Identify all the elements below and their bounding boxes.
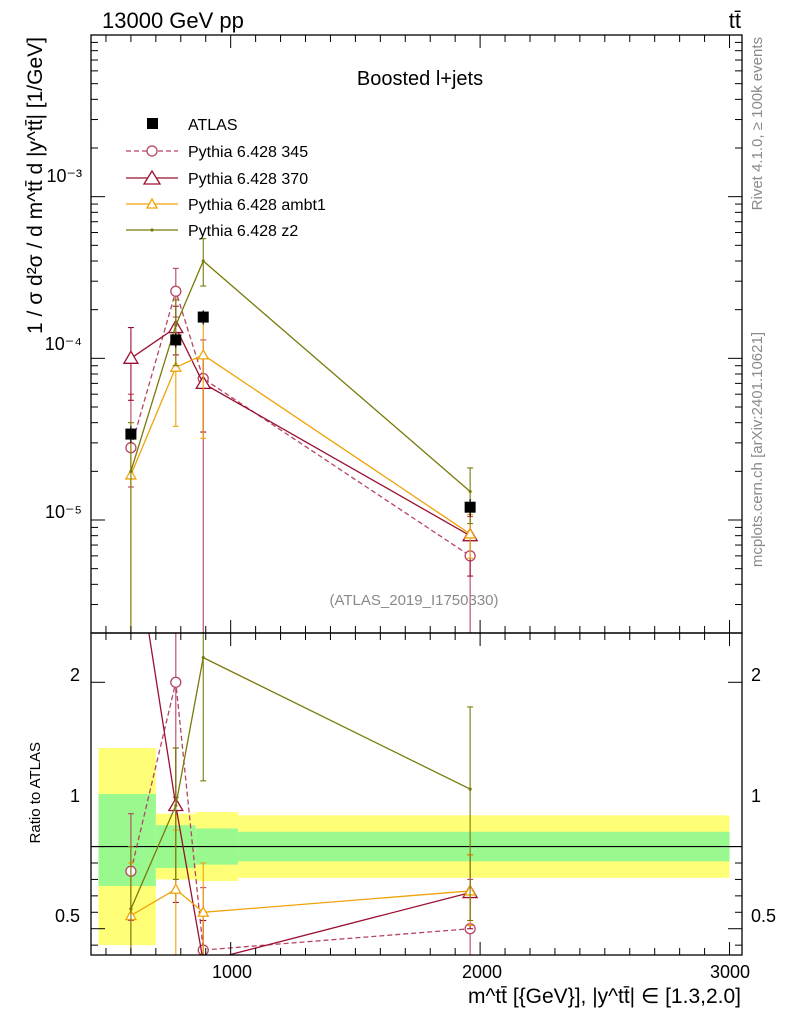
ratio-tick-label-0.5: 0.5 <box>55 906 80 926</box>
x-tick-label-1000: 1000 <box>212 962 252 982</box>
ratio-tick-label-1: 1 <box>70 786 80 806</box>
series-line-0 <box>130 288 471 557</box>
mcplots-label: mcplots.cern.ch [arXiv:2401.10621] <box>749 332 766 567</box>
legend-label-z2: Pythia 6.428 z2 <box>188 223 298 240</box>
series-point-2 <box>169 360 182 372</box>
series-point-3 <box>129 469 133 473</box>
analysis-tag: (ATLAS_2019_I1750330) <box>329 592 498 609</box>
ratio-point-2 <box>197 905 210 917</box>
ratio-point-3 <box>201 656 205 660</box>
chart-title: Boosted l+jets <box>357 68 483 90</box>
ratio-point-0 <box>170 676 182 688</box>
legend-label-370: Pythia 6.428 370 <box>188 171 308 188</box>
x-tick-label-3000: 3000 <box>710 962 750 982</box>
header-process: tt̄ <box>729 8 741 33</box>
legend-marker-z2 <box>150 228 154 232</box>
ratio-line-1 <box>148 633 471 955</box>
legend-label-atlas: ATLAS <box>188 117 238 134</box>
y-tick-label-1e-5: 10⁻⁵ <box>45 502 82 522</box>
x-axis-label: m^tt̄ [{GeV}], |y^tt̄| ∈ [1.3,2.0] <box>468 985 741 1008</box>
legend-marker-370 <box>142 169 162 185</box>
y-axis-label: 1 / σ d²σ / d m^tt̄ d |y^tt̄| [1/GeV] <box>24 37 47 334</box>
ratio-point-3 <box>129 907 133 911</box>
series-point-2 <box>197 348 210 360</box>
legend-label-ambt1: Pythia 6.428 ambt1 <box>188 197 326 214</box>
ratio-plot-frame <box>90 632 743 956</box>
series-point-3 <box>174 323 178 327</box>
ratio-point-2 <box>169 882 182 894</box>
y-tick-label-1e-3: 10⁻³ <box>46 166 82 186</box>
series-point-1 <box>122 350 140 364</box>
ratio-line-0 <box>130 682 471 951</box>
ratio-line-3 <box>130 656 471 910</box>
ratio-tick-label-2: 2 <box>70 665 80 685</box>
data-point <box>197 311 209 323</box>
series-point-3 <box>201 259 205 263</box>
rivet-label: Rivet 4.1.0, ≥ 100k events <box>749 37 766 210</box>
series-line-3 <box>130 259 471 493</box>
ratio-line-2 <box>130 888 471 917</box>
series-point-3 <box>468 489 472 494</box>
main-plot-area <box>122 238 479 633</box>
series-line-2 <box>130 354 471 535</box>
ratio-point-1 <box>202 953 205 955</box>
ratio-point-3 <box>468 787 472 791</box>
header-energy: 13000 GeV pp <box>102 8 244 33</box>
legend-marker-ambt1 <box>145 197 159 209</box>
ratio-point-3 <box>174 803 178 808</box>
data-point <box>170 334 182 346</box>
ratio-tick-label-0.5-right: 0.5 <box>751 906 776 926</box>
ratio-plot-area <box>91 633 742 955</box>
data-point <box>464 501 476 513</box>
series-line-1 <box>130 326 471 537</box>
ratio-y-axis-label: Ratio to ATLAS <box>27 742 44 843</box>
x-tick-label-2000: 2000 <box>462 962 502 982</box>
series-point-2 <box>464 527 477 539</box>
legend-marker-atlas <box>147 118 158 129</box>
ratio-tick-label-1-right: 1 <box>751 786 761 806</box>
ratio-tick-label-2-right: 2 <box>751 665 761 685</box>
series-point-0 <box>170 285 182 297</box>
legend-label-345: Pythia 6.428 345 <box>188 144 308 161</box>
y-tick-label-1e-4: 10⁻⁴ <box>45 334 82 354</box>
data-point <box>125 428 137 440</box>
legend-marker-345 <box>146 145 158 157</box>
legend: ATLAS Pythia 6.428 345 Pythia 6.428 370 … <box>126 117 326 240</box>
